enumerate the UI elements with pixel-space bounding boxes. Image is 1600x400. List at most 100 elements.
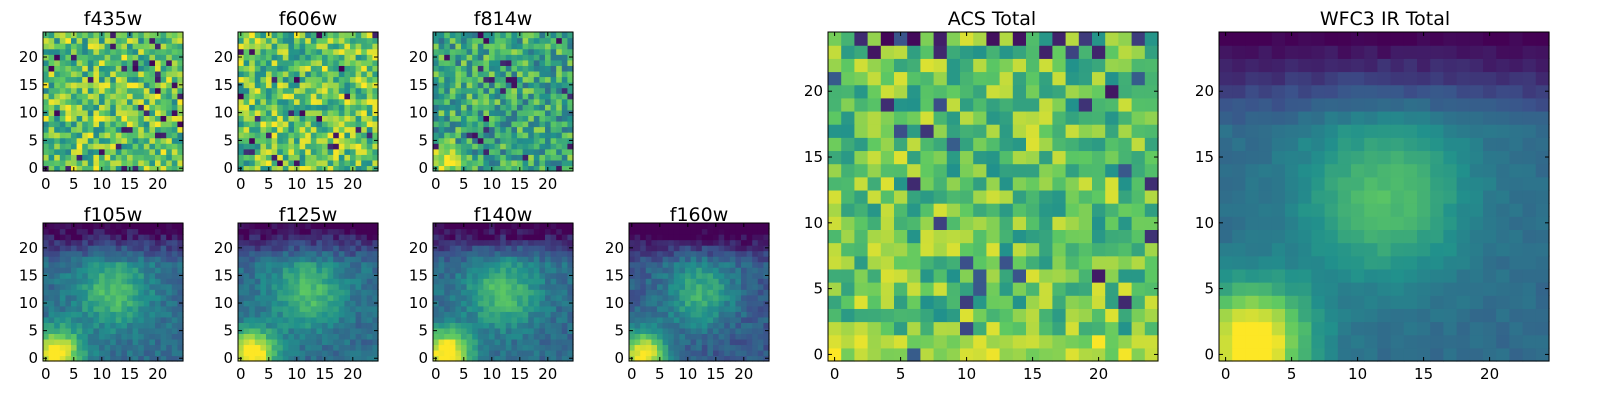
heatmap-cell <box>99 70 106 78</box>
heatmap-cell <box>310 234 317 241</box>
heatmap-cell <box>973 321 987 336</box>
heatmap-cell <box>54 261 61 268</box>
heatmap-cell <box>344 159 351 167</box>
heatmap-cell <box>494 137 501 144</box>
heatmap-cell <box>696 294 703 301</box>
heatmap-cell <box>171 256 178 263</box>
heatmap-cell <box>43 93 50 100</box>
heatmap-cell <box>48 349 55 357</box>
heatmap-cell <box>472 48 479 55</box>
heatmap-cell <box>707 223 714 230</box>
heatmap-cell <box>444 120 451 128</box>
heatmap-cell <box>444 245 451 252</box>
heatmap-cell <box>65 349 72 357</box>
heatmap-cell <box>894 150 908 165</box>
heatmap-cell <box>87 93 94 100</box>
heatmap-cell <box>550 93 557 100</box>
heatmap-cell <box>99 126 106 133</box>
heatmap-cell <box>854 282 869 296</box>
heatmap-cell <box>522 223 529 230</box>
heatmap-cell <box>243 32 250 39</box>
heatmap-cell <box>500 327 507 334</box>
heatmap-cell <box>757 261 764 268</box>
heatmap-cell <box>76 143 83 150</box>
heatmap-cell <box>567 228 574 235</box>
heatmap-cell <box>115 93 122 100</box>
heatmap-cell <box>155 143 162 150</box>
heatmap-cell <box>545 294 552 301</box>
heatmap-cell <box>110 159 117 167</box>
heatmap-cell <box>238 93 245 100</box>
heatmap-cell <box>65 132 72 139</box>
heatmap-cell <box>372 154 379 161</box>
heatmap-cell <box>539 338 546 346</box>
heatmap-cell <box>260 120 267 128</box>
heatmap-cell <box>483 154 490 161</box>
heatmap-cell <box>115 283 122 290</box>
heatmap-cell <box>243 256 250 263</box>
heatmap-cell <box>433 93 440 100</box>
heatmap-cell <box>556 261 563 268</box>
heatmap-cell <box>545 300 552 307</box>
heatmap-cell <box>556 109 563 116</box>
heatmap-cell <box>1092 282 1106 296</box>
heatmap-cell <box>93 82 100 89</box>
heatmap-cell <box>668 322 675 329</box>
heatmap-cell <box>76 344 83 351</box>
heatmap-cell <box>155 344 162 351</box>
heatmap-cell <box>310 98 317 105</box>
heatmap-cell <box>322 59 329 66</box>
heatmap-cell <box>477 316 484 323</box>
heatmap-cell <box>461 322 468 329</box>
heatmap-cell <box>545 37 552 44</box>
heatmap-cell <box>517 305 524 312</box>
heatmap-cell <box>138 43 145 50</box>
heatmap-cell <box>277 43 284 50</box>
heatmap-cell <box>243 148 250 155</box>
heatmap-cell <box>1092 334 1106 349</box>
heatmap-cell <box>455 76 462 83</box>
heatmap-cell <box>361 239 368 246</box>
heatmap-cell <box>449 294 456 301</box>
heatmap-cell <box>322 148 329 155</box>
heatmap-cell <box>729 239 736 246</box>
heatmap-cell <box>746 256 753 263</box>
heatmap-cell <box>366 234 373 241</box>
heatmap-cell <box>322 261 329 268</box>
heatmap-cell <box>361 165 368 172</box>
heatmap-cell <box>713 311 720 318</box>
heatmap-cell <box>87 70 94 78</box>
heatmap-cell <box>171 70 178 78</box>
heatmap-cell <box>477 327 484 334</box>
heatmap-cell <box>138 234 145 241</box>
heatmap-cell <box>266 344 273 351</box>
heatmap-cell <box>634 256 641 263</box>
heatmap-cell <box>82 104 89 111</box>
heatmap-cell <box>115 338 122 346</box>
heatmap-cell <box>65 137 72 144</box>
heatmap-cell <box>322 234 329 241</box>
heatmap-cell <box>511 115 518 122</box>
heatmap-cell <box>539 278 546 285</box>
heatmap-cell <box>305 294 312 301</box>
heatmap-cell <box>243 344 250 351</box>
heatmap-cell <box>166 43 173 50</box>
heatmap-cell <box>355 132 362 139</box>
heatmap-cell <box>640 228 647 235</box>
heatmap-cell <box>138 322 145 329</box>
heatmap-cell <box>149 355 156 362</box>
heatmap-cell <box>71 294 78 301</box>
heatmap-cell <box>489 344 496 351</box>
heatmap-cell <box>243 82 250 89</box>
heatmap-cell <box>707 283 714 290</box>
heatmap-cell <box>561 289 568 296</box>
heatmap-cell <box>634 333 641 340</box>
heatmap-cell <box>310 223 317 230</box>
heatmap-cell <box>757 289 764 296</box>
heatmap-cell <box>528 267 535 274</box>
heatmap-cell <box>455 126 462 133</box>
heatmap-cell <box>645 311 652 318</box>
heatmap-cell <box>327 87 334 94</box>
heatmap-cell <box>104 228 111 235</box>
